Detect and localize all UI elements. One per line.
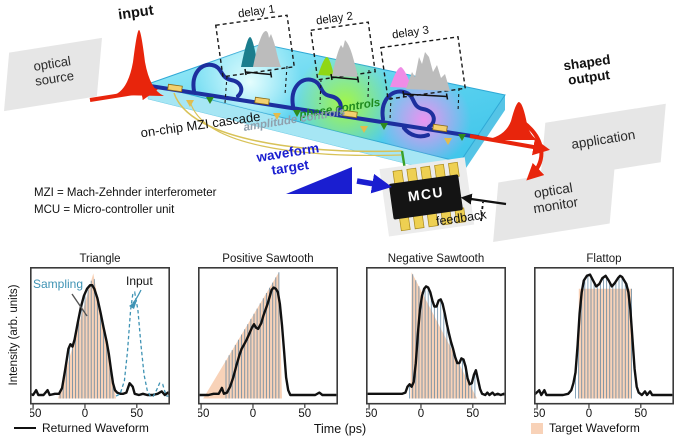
svg-text:-50: -50 xyxy=(366,408,377,419)
delay2-ref-pulse xyxy=(332,40,358,77)
svg-text:-50: -50 xyxy=(534,408,545,419)
feedback-arrow xyxy=(460,193,507,206)
target-legend-label: Target Waveform xyxy=(549,421,640,435)
returned-legend-label: Returned Waveform xyxy=(42,421,149,435)
amplitude-contacts xyxy=(186,100,452,145)
panel-title: Positive Sawtooth xyxy=(222,253,314,265)
target-swatch xyxy=(531,422,543,434)
coupler-electrodes xyxy=(167,83,448,133)
returned-legend: Returned Waveform xyxy=(14,421,149,435)
svg-text:0: 0 xyxy=(82,408,88,419)
panel-negative-sawtooth: Negative Sawtooth -50 0 50 xyxy=(366,253,506,419)
svg-text:-50: -50 xyxy=(30,408,41,419)
svg-text:50: 50 xyxy=(634,408,647,419)
target-triangle xyxy=(286,167,352,194)
abbrev-mzi: MZI = Mach-Zehnder interferometer xyxy=(34,187,217,199)
input-annotation-label: Input xyxy=(126,274,153,288)
target-legend: Target Waveform xyxy=(531,421,640,435)
y-axis-label: Intensity (arb. units) xyxy=(8,284,20,386)
delay-connectors xyxy=(224,65,460,121)
panel-title: Flattop xyxy=(586,253,622,265)
output-pulse xyxy=(484,102,538,140)
delay3-ref-pulse xyxy=(406,52,450,91)
svg-text:50: 50 xyxy=(130,408,143,419)
svg-text:-50: -50 xyxy=(198,408,209,419)
sampling-label: Sampling xyxy=(33,277,84,291)
legend-row: Time (ps) Returned Waveform Target Wavef… xyxy=(0,421,680,441)
control-wire xyxy=(173,92,403,153)
panel-flattop: Flattop -50 0 50 xyxy=(534,253,674,419)
svg-text:0: 0 xyxy=(418,408,424,419)
output-arrow xyxy=(469,134,550,156)
returned-swatch xyxy=(14,427,36,429)
waveform-plot-triangle: -50 0 50 xyxy=(30,267,170,419)
waveform-plot-positive-sawtooth: -50 0 50 xyxy=(198,267,338,419)
phase-contacts xyxy=(206,97,466,141)
panel-triangle: Triangle -50 0 50 Sampling Input xyxy=(30,253,170,419)
svg-text:50: 50 xyxy=(466,408,479,419)
mcu-chip xyxy=(379,157,475,237)
svg-text:0: 0 xyxy=(250,408,256,419)
delay1-pulse xyxy=(241,37,258,67)
target-arrow xyxy=(356,173,392,194)
panel-title: Negative Sawtooth xyxy=(387,253,485,265)
monitor-arrow xyxy=(521,120,545,181)
waveform-plot-flattop: -50 0 50 xyxy=(534,267,674,419)
svg-text:0: 0 xyxy=(586,408,592,419)
delay-brackets xyxy=(244,68,449,100)
delay2-pulse xyxy=(318,57,334,76)
control-wire-2 xyxy=(189,100,402,156)
svg-text:50: 50 xyxy=(298,408,311,419)
waveform-plot-negative-sawtooth: -50 0 50 xyxy=(366,267,506,419)
delay1-ref-pulse xyxy=(253,31,281,67)
x-axis-label: Time (ps) xyxy=(313,422,367,436)
panel-positive-sawtooth: Positive Sawtooth -50 0 50 xyxy=(198,253,338,419)
schematic-art xyxy=(89,14,550,237)
mzi-waveguides xyxy=(148,62,480,139)
delay3-pulse xyxy=(390,67,412,88)
abbrev-mcu: MCU = Micro-controller unit xyxy=(34,204,175,216)
panel-title: Triangle xyxy=(79,253,121,265)
input-pulse xyxy=(114,30,164,96)
